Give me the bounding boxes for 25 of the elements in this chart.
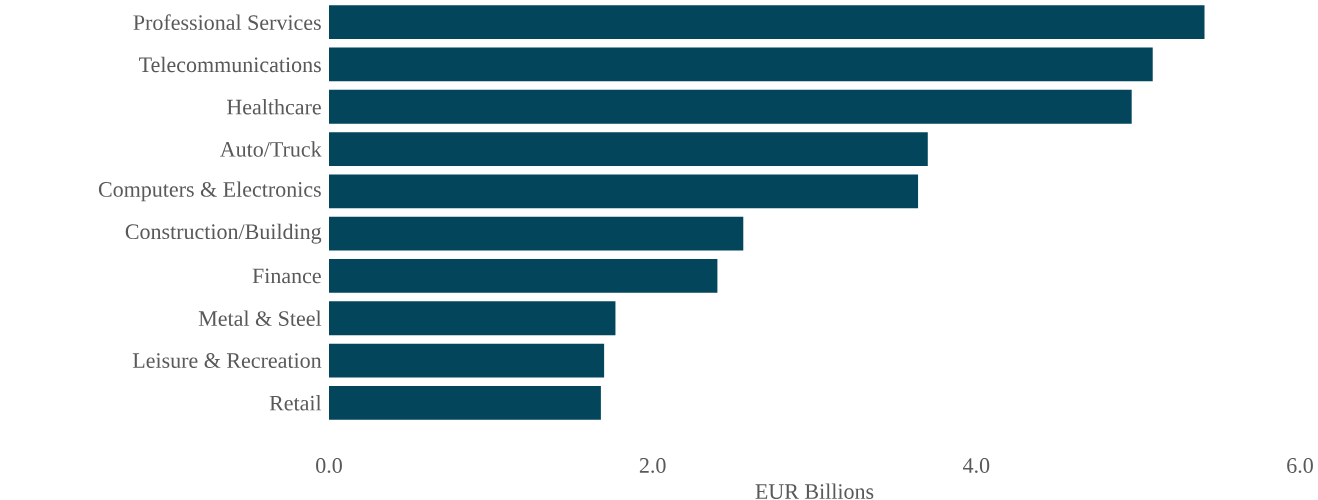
bar (329, 343, 605, 378)
bar (329, 132, 928, 166)
bar (329, 259, 718, 293)
y-tick-label: Metal & Steel (198, 310, 322, 326)
y-tick-label: Healthcare (227, 99, 321, 115)
y-tick-label: Retail (269, 395, 322, 411)
y-tick-label: Telecommunications (139, 56, 321, 73)
y-tick-label: Construction/Building (125, 223, 322, 244)
bar (329, 89, 1132, 124)
y-tick-label: Auto/Truck (219, 141, 322, 157)
x-tick-label: 2.0 (639, 458, 666, 473)
bar (329, 174, 919, 209)
bar (329, 301, 616, 336)
y-tick-label: Leisure & Recreation (132, 353, 322, 368)
x-tick-label: 6.0 (1287, 458, 1313, 473)
bar (329, 47, 1153, 82)
x-axis-title: EUR Billions (755, 483, 874, 499)
bar (329, 385, 601, 420)
bar (329, 5, 1205, 40)
bar (329, 216, 744, 251)
x-tick-label: 4.0 (963, 458, 990, 473)
y-tick-label: Computers & Electronics (98, 181, 321, 202)
y-tick-label: Finance (252, 268, 321, 284)
y-tick-label: Professional Services (133, 14, 321, 30)
x-tick-label: 0.0 (316, 458, 342, 473)
